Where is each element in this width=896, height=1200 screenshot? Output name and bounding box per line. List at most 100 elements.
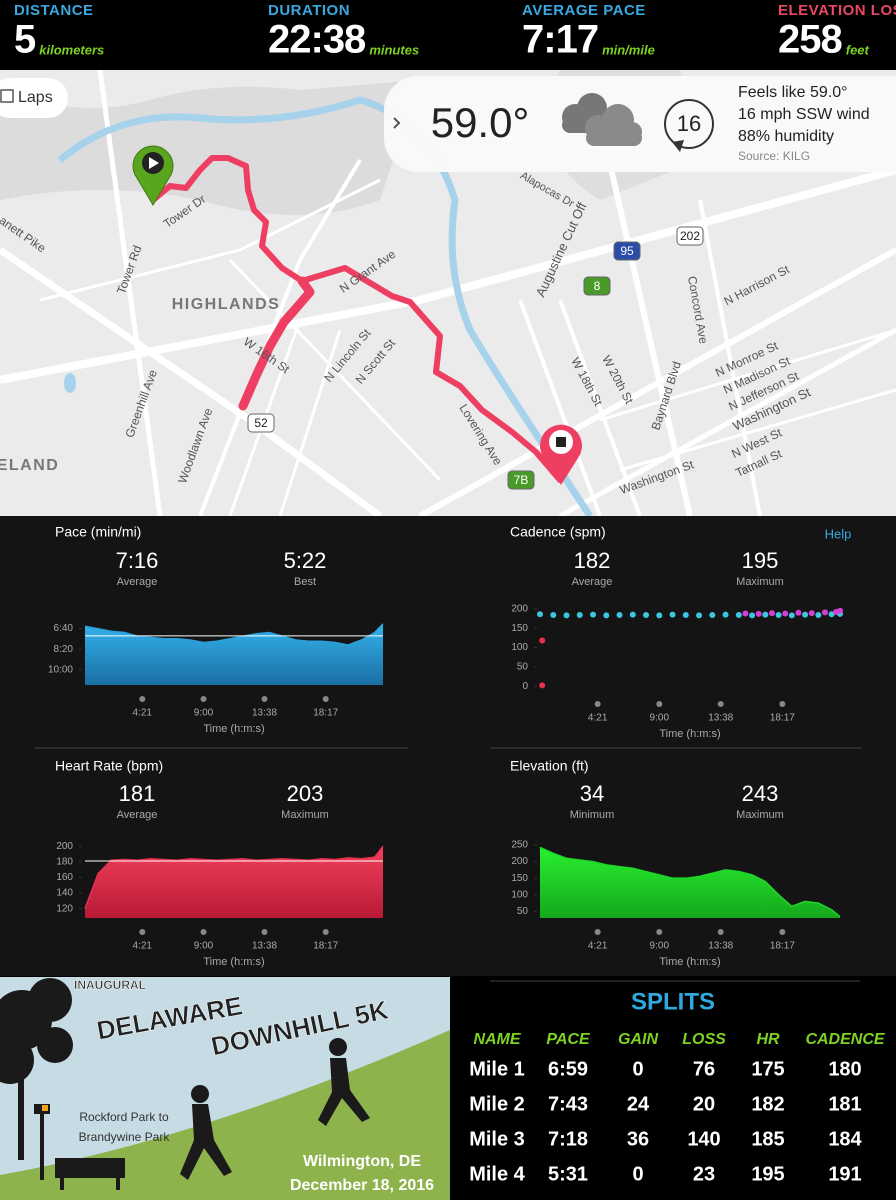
x-tick-label: 18:17	[770, 713, 795, 724]
poster-text: Wilmington, DE	[303, 1153, 421, 1170]
shield-label: 8	[594, 279, 601, 293]
x-tick	[139, 696, 146, 702]
split-cell: 140	[687, 1128, 720, 1150]
split-cell: 180	[828, 1058, 861, 1080]
splits-title: SPLITS	[631, 988, 715, 1015]
split-cell: 175	[751, 1058, 784, 1080]
x-tick-label: 18:17	[313, 708, 338, 719]
help-link[interactable]: Help	[825, 526, 852, 541]
point	[537, 611, 543, 618]
stat-value: 243	[742, 781, 779, 806]
stat-unit: kilometers	[39, 42, 104, 57]
split-cell: 76	[693, 1058, 715, 1080]
stat-label: Best	[294, 576, 316, 588]
point	[755, 610, 762, 617]
y-tick-label: 8:20	[54, 644, 74, 655]
humidity: 88% humidity	[738, 128, 834, 145]
route-shield	[583, 276, 611, 296]
point	[749, 612, 756, 619]
poster-text: INAUGURAL	[74, 978, 146, 992]
x-axis-label: Time (h:m:s)	[203, 956, 264, 968]
column-header: NAME	[473, 1031, 521, 1048]
wind-dial	[664, 99, 714, 149]
x-tick	[717, 701, 724, 707]
start-marker	[132, 145, 174, 206]
point	[669, 611, 676, 618]
stat-label: Maximum	[281, 809, 329, 821]
point	[696, 612, 703, 619]
area	[85, 846, 383, 918]
stat-value: 5	[14, 18, 36, 62]
split-cell: 36	[627, 1128, 649, 1150]
area-edge	[539, 846, 841, 918]
x-tick-label: 13:38	[252, 941, 277, 952]
route-shield	[507, 470, 535, 490]
point	[768, 610, 775, 617]
split-cell: 185	[751, 1128, 784, 1150]
point	[616, 612, 623, 619]
split-cell: 24	[627, 1093, 650, 1115]
split-cell: 181	[828, 1093, 861, 1115]
stat-label: Maximum	[736, 809, 784, 821]
source: Source: KILG	[738, 149, 810, 163]
split-cell: 195	[751, 1163, 784, 1185]
x-tick-label: 4:21	[588, 713, 608, 724]
y-tick-label: 140	[56, 888, 73, 899]
point	[656, 612, 663, 619]
x-axis-label: Time (h:m:s)	[659, 728, 720, 740]
split-cell: 23	[693, 1163, 715, 1185]
stat-label: Maximum	[736, 576, 784, 588]
x-tick-label: 13:38	[708, 941, 733, 952]
split-cell: Mile 4	[469, 1163, 525, 1185]
split-cell: 0	[632, 1163, 643, 1185]
column-header: LOSS	[682, 1031, 726, 1048]
y-tick-label: 250	[511, 840, 528, 851]
point	[576, 612, 583, 619]
route-shield	[247, 413, 275, 433]
point	[788, 612, 795, 619]
split-cell: Mile 1	[469, 1058, 525, 1080]
poster	[0, 977, 450, 1200]
stat-value: 7:17	[522, 18, 598, 62]
x-axis-label: Time (h:m:s)	[203, 723, 264, 735]
point	[821, 609, 828, 616]
point	[539, 682, 546, 689]
shield-label: 95	[620, 244, 634, 258]
x-tick-label: 9:00	[650, 941, 670, 952]
laps-toggle[interactable]	[0, 78, 68, 118]
stat-unit: min/mile	[602, 42, 655, 57]
stat-unit: minutes	[369, 42, 419, 57]
stat-label: Average	[117, 576, 158, 588]
split-cell: Mile 3	[469, 1128, 525, 1150]
poster-text: Rockford Park to	[79, 1110, 169, 1124]
column-header: CADENCE	[805, 1031, 885, 1048]
route	[150, 155, 563, 483]
point	[742, 610, 749, 617]
y-tick-label: 180	[56, 856, 73, 867]
x-tick	[200, 696, 207, 702]
shield-label: 52	[254, 416, 268, 430]
column-header: HR	[756, 1031, 780, 1048]
x-tick-label: 18:17	[770, 941, 795, 952]
area	[540, 847, 840, 918]
street-label: ELAND	[0, 457, 59, 474]
chart-title: Heart Rate (bpm)	[55, 758, 163, 774]
stat-label: Minimum	[570, 809, 615, 821]
point	[775, 612, 782, 619]
point	[722, 611, 729, 618]
stat-label: Average	[117, 809, 158, 821]
point	[735, 612, 742, 619]
point	[539, 637, 546, 644]
y-tick-label: 50	[517, 661, 529, 672]
laps-label: Laps	[18, 89, 53, 106]
street-label: HIGHLANDS	[172, 296, 281, 313]
y-tick-label: 100	[511, 889, 528, 900]
streets	[0, 70, 896, 516]
split-cell: 5:31	[548, 1163, 588, 1185]
x-tick-label: 4:21	[133, 708, 153, 719]
y-tick-label: 150	[511, 873, 528, 884]
x-tick-label: 4:21	[133, 941, 153, 952]
route-shield	[676, 226, 704, 246]
x-tick-label: 9:00	[194, 708, 214, 719]
point	[603, 612, 610, 619]
